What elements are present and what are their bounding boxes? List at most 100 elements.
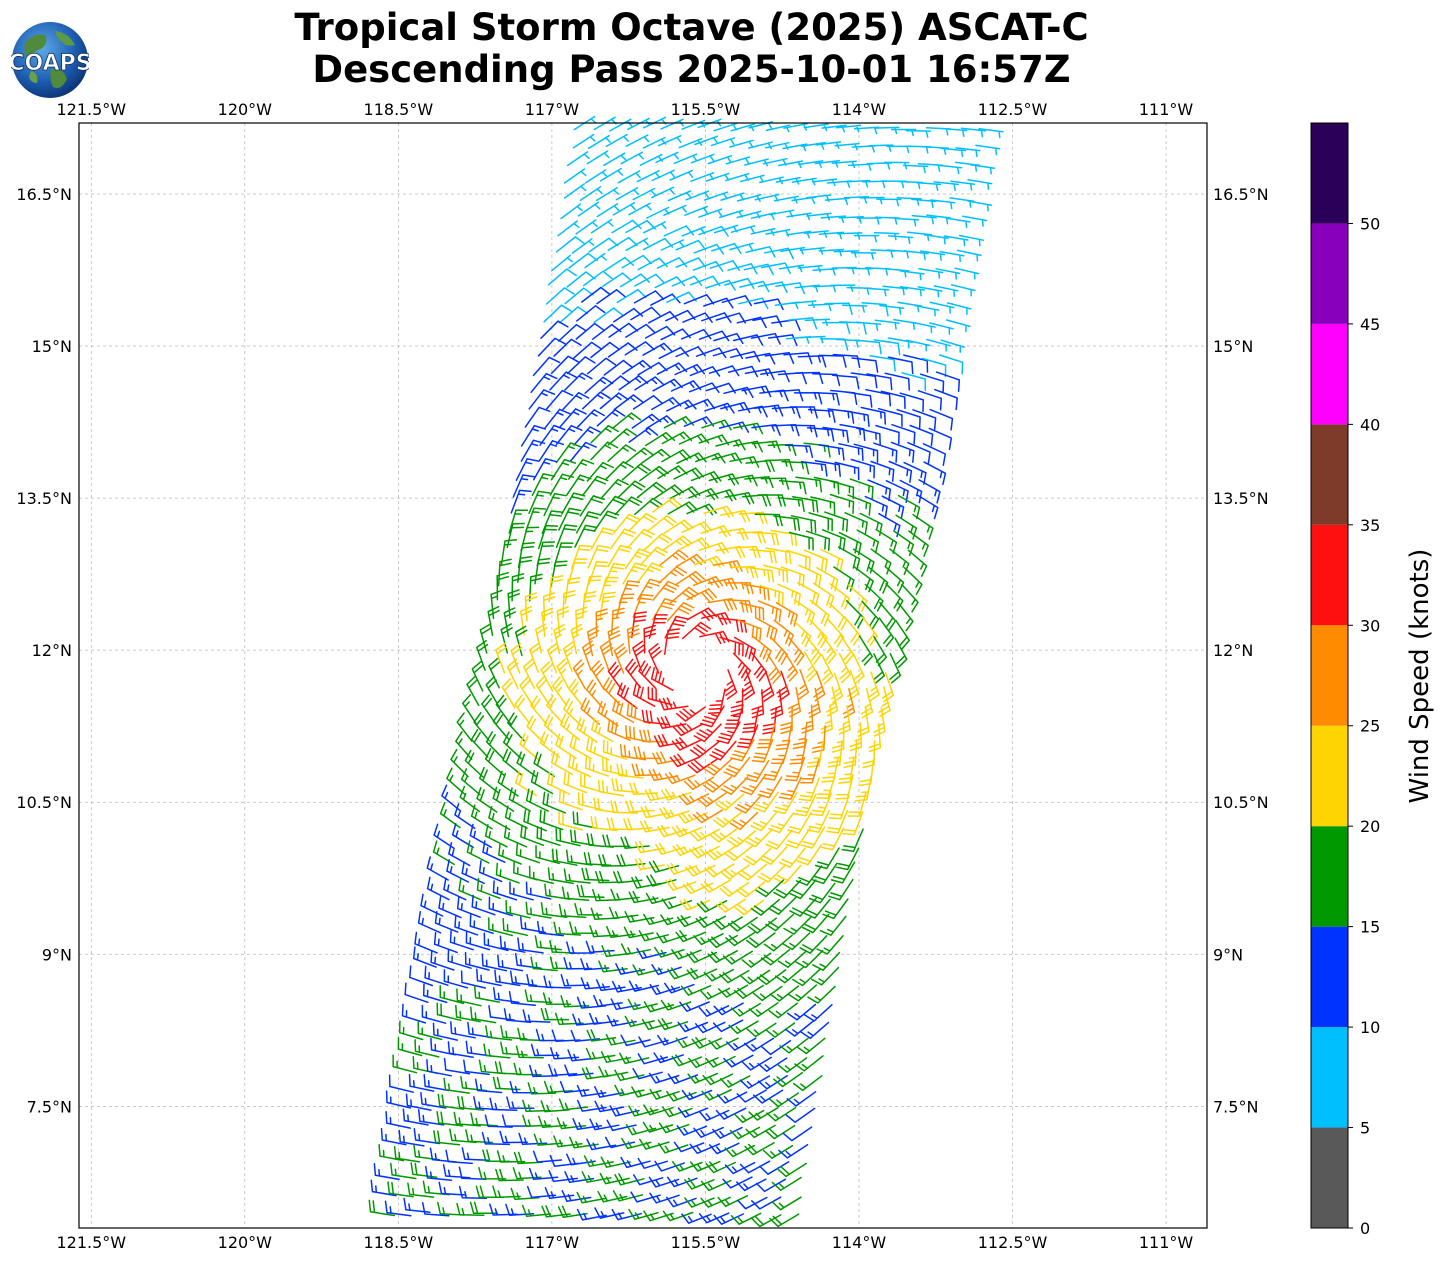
wind-barb [751,1196,782,1210]
wind-barb [497,954,524,972]
wind-barb [663,519,694,535]
wind-barb [867,671,880,703]
wind-barb [437,1093,465,1110]
wind-barb [719,636,744,657]
wind-barb [784,756,806,782]
wind-barb [744,368,775,381]
wind-barb [610,800,639,814]
colorbar-frame [1310,122,1349,1229]
wind-barb [576,409,605,428]
wind-barb [655,842,686,855]
wind-barb [633,746,662,760]
wind-barb [624,341,655,356]
wind-barb [734,794,763,814]
wind-barb [935,268,961,280]
wind-barb [716,898,747,913]
wind-barb [550,355,579,375]
wind-barb [555,827,581,847]
wind-barb [421,1202,450,1217]
wind-barb [616,288,647,304]
wind-barb [727,263,758,275]
wind-barb [409,965,434,987]
wind-barb [742,847,772,866]
wind-barb [542,992,572,1005]
wind-barb [671,948,702,960]
wind-barb [577,201,601,217]
wind-barb [633,290,665,304]
wind-barb [455,1004,481,1023]
wind-barb [757,600,782,623]
wind-barb [831,374,860,390]
wind-barb [771,319,801,332]
wind-barb [589,1118,620,1131]
wind-barb [822,898,849,920]
wind-barb [609,1105,640,1117]
wind-barb [751,440,782,453]
wind-barb [848,163,874,171]
wind-barb [455,731,473,760]
wind-barb [752,985,783,1002]
wind-barb [553,921,582,936]
wind-barb [517,555,533,583]
wind-barb [557,220,580,237]
wind-barb [495,862,520,884]
wind-barb [465,930,491,951]
wind-barb [370,1179,397,1197]
wind-barb [568,558,588,584]
wind-barb [808,303,834,312]
wind-barb [671,825,703,838]
wind-barb [543,1080,574,1094]
wind-barb [656,715,687,730]
wind-barb [895,619,911,650]
wind-barb [682,312,713,323]
wind-barb [902,164,929,174]
wind-barb [709,260,741,272]
wind-barb [735,881,766,898]
wind-barb [737,1196,768,1210]
wind-barb [671,275,703,287]
wind-barb [485,731,505,760]
wind-barb [707,934,738,949]
wind-barb [827,740,843,768]
wind-barb [542,791,567,814]
wind-barb [632,964,663,976]
wind-barb [628,980,660,992]
wind-barb [639,153,664,166]
wind-barb [599,591,616,619]
wind-barb [644,431,676,447]
wind-barb [677,1021,709,1033]
wind-barb [800,460,828,477]
wind-barb [502,731,522,760]
colorbar-tick-label: 50 [1360,214,1380,233]
wind-barb [614,496,643,516]
wind-barb [903,354,929,373]
wind-barb [699,630,730,645]
wind-barb [712,811,743,828]
wind-barb [469,823,492,848]
wind-barb [796,844,823,866]
wind-barb [686,588,718,602]
wind-barb [626,624,640,655]
colorbar-tick-label: 15 [1360,918,1380,937]
wind-barb [636,947,667,960]
wind-barb [585,1047,616,1060]
wind-barb [561,886,590,902]
wind-barb [575,606,588,636]
wind-barb [532,1150,563,1163]
wind-barb [928,427,953,451]
wind-barb [632,1068,663,1080]
lat-label-left: 9°N [42,945,72,964]
wind-barb [689,1143,721,1155]
wind-barb [559,1080,590,1094]
wind-barb [639,820,670,833]
wind-barb [420,1091,447,1109]
wind-barb [743,583,770,601]
wind-barb [505,900,531,919]
wind-barb [940,147,967,158]
wind-barb [589,925,619,938]
wind-barb [824,511,849,533]
wind-barb [730,225,756,234]
wind-barb [572,659,587,690]
lon-label-bottom: 112.5°W [978,1233,1048,1252]
wind-barb [681,621,711,640]
